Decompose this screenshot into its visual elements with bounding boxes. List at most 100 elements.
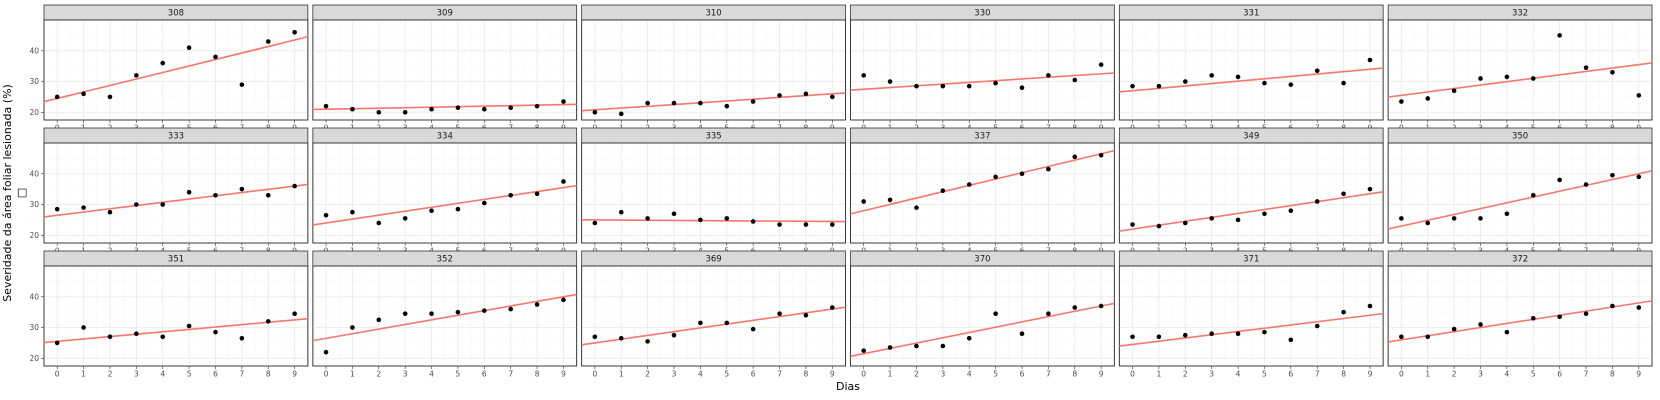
data-point — [750, 219, 756, 224]
x-tick-label: 2 — [914, 370, 919, 379]
x-tick-label: 9 — [292, 370, 297, 379]
data-point — [830, 222, 835, 227]
data-point — [914, 205, 919, 210]
data-point — [1478, 322, 1483, 327]
data-point — [213, 329, 218, 335]
data-point — [1610, 173, 1615, 178]
facet-strip-label: 310 — [705, 9, 721, 19]
panel-border — [312, 265, 578, 367]
data-point — [429, 106, 434, 112]
data-point — [534, 191, 540, 197]
data-point — [1209, 216, 1214, 221]
x-tick-label: 8 — [1610, 370, 1615, 379]
x-tick-label: 5 — [187, 370, 192, 379]
data-point — [1583, 311, 1589, 316]
data-point — [508, 306, 514, 312]
data-point — [1262, 80, 1267, 86]
data-point — [482, 200, 487, 206]
data-point — [777, 222, 782, 227]
data-point — [1182, 220, 1188, 226]
data-point — [750, 326, 756, 332]
facet-panel-369: 369 0 1 2 3 4 5 6 7 8 9 — [581, 250, 846, 379]
x-tick-label: 7 — [777, 370, 782, 379]
data-point — [1288, 82, 1294, 87]
data-point — [1288, 208, 1294, 213]
data-point — [323, 103, 329, 109]
data-point — [508, 105, 514, 110]
panel-border — [312, 19, 578, 121]
x-tick-label: 3 — [672, 370, 677, 379]
regression-line — [581, 92, 846, 112]
x-tick-label: 6 — [1020, 370, 1025, 379]
regression-line — [1388, 300, 1653, 343]
y-tick-label: 30 — [29, 323, 39, 332]
data-point — [1019, 85, 1025, 90]
data-point — [265, 319, 271, 324]
panel-border — [850, 19, 1115, 121]
data-point — [561, 179, 566, 184]
data-point — [887, 345, 893, 350]
data-point — [1451, 326, 1457, 332]
data-point — [966, 336, 972, 341]
x-tick-label: 8 — [266, 370, 271, 379]
x-tick-label: 4 — [160, 370, 165, 379]
data-point — [1262, 211, 1267, 217]
facet-panel-337: 3370123456789 — [850, 127, 1115, 256]
facet-panel-352: 352 0 1 2 3 4 5 6 7 8 9 — [312, 250, 578, 379]
x-tick-label: 7 — [1584, 370, 1589, 379]
data-point — [455, 309, 461, 315]
facet-strip-label: 331 — [1243, 9, 1259, 19]
panel-border — [1387, 142, 1653, 244]
data-point — [213, 54, 218, 60]
data-point — [803, 222, 809, 227]
facet-strip-label: 371 — [1243, 255, 1259, 265]
x-tick-label: 5 — [1262, 370, 1267, 379]
regression-line — [43, 317, 308, 344]
x-tick-label: 8 — [535, 370, 540, 379]
x-tick-label: 4 — [698, 370, 703, 379]
data-point — [107, 94, 113, 100]
data-point — [107, 334, 113, 340]
data-point — [482, 106, 487, 112]
data-point — [402, 110, 408, 115]
data-point — [1583, 65, 1589, 70]
x-tick-label: 1 — [1425, 370, 1430, 379]
panel-border — [312, 142, 578, 244]
data-point — [914, 343, 919, 349]
data-point — [1451, 88, 1457, 94]
facet-panel-349: 3490123456789 — [1118, 127, 1384, 256]
x-tick-label: 9 — [830, 370, 835, 379]
x-tick-label: 3 — [134, 370, 139, 379]
data-point — [1530, 316, 1536, 321]
x-tick-label: 0 — [1399, 370, 1404, 379]
x-tick-label: 0 — [324, 370, 329, 379]
x-tick-label: 4 — [967, 370, 972, 379]
data-point — [1098, 62, 1104, 67]
x-tick-label: 5 — [993, 370, 998, 379]
panel-border — [43, 265, 309, 367]
x-tick-label: 3 — [940, 370, 945, 379]
x-tick-label: 8 — [1341, 370, 1346, 379]
data-point — [1182, 332, 1188, 338]
data-point — [618, 336, 624, 341]
x-tick-label: 4 — [1505, 370, 1510, 379]
data-point — [534, 103, 540, 109]
data-point — [1504, 329, 1510, 335]
facet-panel-330: 3300123456789 — [850, 4, 1115, 133]
data-point — [54, 206, 60, 212]
facet-strip-label: 333 — [168, 132, 184, 142]
data-point — [1636, 174, 1642, 180]
data-point — [323, 213, 329, 218]
x-tick-label: 7 — [508, 370, 513, 379]
data-point — [239, 336, 245, 341]
data-point — [724, 320, 730, 326]
data-point — [830, 305, 835, 310]
panel-border — [43, 142, 309, 244]
facet-panel-331: 3310123456789 — [1118, 4, 1384, 133]
data-point — [940, 188, 946, 193]
data-point — [592, 220, 598, 226]
x-tick-label: 7 — [239, 370, 244, 379]
data-point — [1341, 191, 1346, 197]
data-point — [966, 83, 972, 89]
